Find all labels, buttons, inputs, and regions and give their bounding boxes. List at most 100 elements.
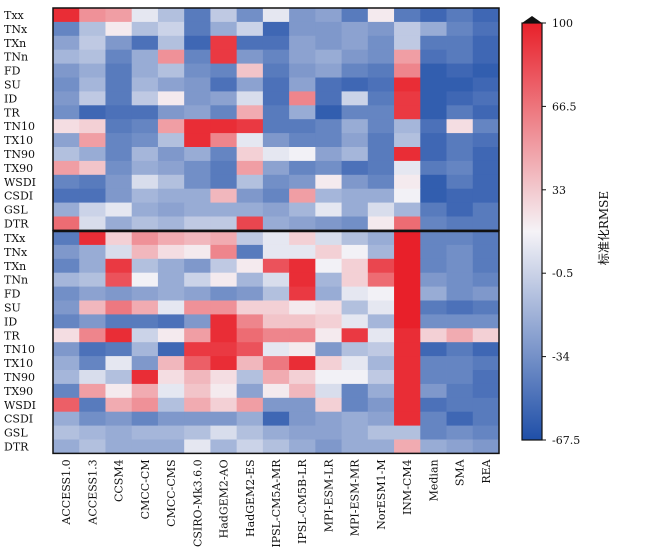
heatmap-cell: [472, 133, 500, 148]
heatmap-cell: [105, 411, 133, 426]
heatmap-cell: [184, 202, 211, 217]
heatmap-cell: [236, 147, 264, 162]
heatmap-cell: [157, 286, 185, 301]
heatmap-cell: [446, 439, 474, 454]
heatmap-cell: [315, 342, 342, 357]
heatmap-cell: [341, 439, 369, 454]
heatmap-cell: [289, 356, 316, 371]
heatmap-cell: [315, 174, 342, 190]
heatmap-cell: [53, 231, 80, 246]
heatmap-cell: [210, 63, 238, 78]
heatmap-cell: [420, 77, 447, 92]
heatmap-cell: [210, 119, 238, 134]
heatmap-cell: [131, 439, 159, 454]
y-axis-label: TR: [4, 106, 20, 119]
heatmap-cell: [105, 272, 133, 287]
heatmap-cell: [210, 8, 238, 23]
heatmap-cell: [184, 160, 211, 176]
heatmap-cell: [236, 188, 264, 203]
heatmap-cell: [105, 244, 133, 260]
heatmap-cell: [236, 35, 264, 51]
heatmap-cell: [131, 63, 159, 78]
heatmap-cell: [420, 383, 447, 399]
heatmap-cell: [210, 202, 238, 217]
heatmap-cell: [420, 174, 447, 190]
heatmap-cell: [394, 342, 421, 357]
x-axis-label: ACCESS1.0: [60, 459, 73, 525]
heatmap-cell: [289, 231, 316, 246]
heatmap-cell: [394, 300, 421, 315]
heatmap-cell: [131, 133, 159, 148]
heatmap-cell: [236, 77, 264, 92]
heatmap-cell: [394, 439, 421, 454]
x-axis-label: IPSL-CM5B-LR: [296, 459, 309, 544]
y-axis-label: CSDI: [4, 190, 33, 203]
y-axis-label: SU: [4, 78, 21, 91]
heatmap-cell: [420, 216, 447, 231]
heatmap-cell: [367, 425, 395, 440]
heatmap-cell: [315, 356, 342, 371]
y-axis-label: TX10: [4, 357, 33, 370]
heatmap-cell: [420, 411, 447, 426]
heatmap-cell: [184, 119, 211, 134]
heatmap-cell: [394, 356, 421, 371]
heatmap-cell: [105, 35, 133, 51]
heatmap-cell: [210, 21, 238, 37]
heatmap-cell: [236, 300, 264, 315]
heatmap-cell: [446, 133, 474, 148]
heatmap-cell: [262, 231, 290, 246]
heatmap-cell: [367, 258, 395, 274]
heatmap-cell: [236, 258, 264, 274]
heatmap-cell: [262, 147, 290, 162]
heatmap-cell: [262, 258, 290, 274]
heatmap-cell: [53, 272, 80, 287]
heatmap-cell: [131, 174, 159, 190]
colorbar: [521, 16, 543, 441]
heatmap-cell: [105, 425, 133, 440]
heatmap-cell: [236, 119, 264, 134]
heatmap-cell: [289, 77, 316, 92]
heatmap-cell: [315, 35, 342, 51]
heatmap-cell: [105, 91, 133, 106]
heatmap-cell: [262, 21, 290, 37]
heatmap-cell: [341, 425, 369, 440]
heatmap-cell: [341, 35, 369, 51]
heatmap-cell: [420, 258, 447, 274]
heatmap-cell: [79, 411, 106, 426]
heatmap-cell: [341, 202, 369, 217]
y-axis-label: TXn: [4, 260, 26, 273]
heatmap-cell: [157, 425, 185, 440]
heatmap-cell: [157, 300, 185, 315]
heatmap-cell: [53, 77, 80, 92]
heatmap-cell: [446, 286, 474, 301]
heatmap-cell: [184, 77, 211, 92]
heatmap-cell: [446, 77, 474, 92]
heatmap-cell: [53, 49, 80, 64]
heatmap-cell: [367, 49, 395, 64]
heatmap-cell: [236, 370, 264, 385]
heatmap-cell: [367, 356, 395, 371]
heatmap-cell: [289, 244, 316, 260]
heatmap-cell: [236, 216, 264, 231]
heatmap-cell: [157, 35, 185, 51]
heatmap-cell: [341, 244, 369, 260]
heatmap-cell: [472, 244, 500, 260]
heatmap-cell: [184, 383, 211, 399]
heatmap-cell: [105, 63, 133, 78]
heatmap-cell: [210, 356, 238, 371]
heatmap-cell: [105, 286, 133, 301]
heatmap-cell: [79, 231, 106, 246]
heatmap-cell: [236, 314, 264, 329]
heatmap-cell: [105, 397, 133, 413]
heatmap-cell: [262, 314, 290, 329]
heatmap-cell: [394, 383, 421, 399]
heatmap-cell: [367, 300, 395, 315]
heatmap-cell: [131, 397, 159, 413]
heatmap-cell: [315, 119, 342, 134]
heatmap-cell: [210, 314, 238, 329]
y-axis-label: TNx: [4, 246, 28, 259]
heatmap-cell: [157, 258, 185, 274]
heatmap-cell: [289, 425, 316, 440]
heatmap-cell: [289, 91, 316, 106]
heatmap-cell: [341, 49, 369, 64]
